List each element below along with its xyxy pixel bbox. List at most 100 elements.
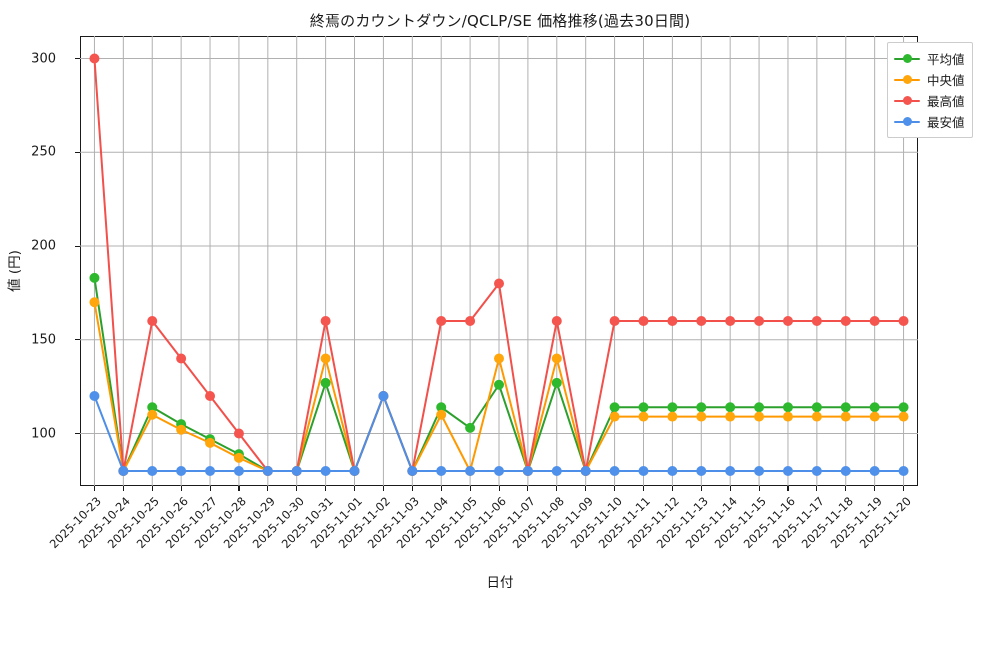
x-tick-mark (585, 486, 587, 491)
data-point (465, 316, 476, 326)
chart-figure: 終焉のカウントダウン/QCLP/SE 価格推移(過去30日間) 値 (円) 日付… (0, 12, 973, 591)
data-point (349, 466, 360, 476)
y-tick-mark (75, 151, 80, 153)
x-tick-mark (382, 486, 384, 491)
data-point (667, 402, 678, 413)
data-point (465, 422, 476, 433)
y-tick-mark (75, 339, 80, 341)
legend-item-0[interactable]: 平均値 (894, 48, 965, 69)
data-point (551, 316, 562, 326)
data-point (147, 466, 158, 476)
data-point (782, 316, 793, 326)
x-tick-mark (816, 486, 818, 491)
data-point (89, 391, 100, 401)
data-point (609, 466, 620, 476)
data-point (667, 411, 678, 422)
x-tick-mark (614, 486, 616, 491)
data-point (782, 402, 793, 413)
data-point (436, 466, 447, 476)
x-tick-mark (874, 486, 876, 491)
data-point (869, 402, 880, 413)
data-point (811, 411, 822, 422)
x-tick-mark (469, 486, 471, 491)
x-tick-mark (700, 486, 702, 491)
data-point (696, 316, 707, 326)
legend-marker-icon (894, 53, 920, 65)
data-point (233, 466, 244, 476)
y-tick-label: 300 (31, 51, 56, 66)
legend-label: 中央値 (927, 73, 965, 88)
data-point (465, 466, 476, 476)
data-point (754, 402, 765, 413)
legend-item-1[interactable]: 中央値 (894, 69, 965, 90)
y-tick-mark (75, 58, 80, 60)
data-point (378, 391, 389, 401)
x-tick-mark (440, 486, 442, 491)
y-axis-ticks (0, 36, 80, 486)
data-point (205, 466, 216, 476)
legend-label: 平均値 (927, 52, 965, 67)
data-point (291, 466, 302, 476)
data-point (725, 411, 736, 422)
data-point (580, 466, 591, 476)
y-tick-label: 250 (31, 144, 56, 160)
data-point (147, 316, 158, 326)
data-point (754, 316, 765, 326)
data-point (436, 316, 447, 326)
data-point (638, 466, 649, 476)
x-tick-mark (758, 486, 760, 491)
data-point (147, 409, 158, 420)
data-point (696, 411, 707, 422)
data-point (898, 316, 909, 326)
data-point (320, 466, 331, 476)
data-point (494, 278, 504, 289)
data-point (233, 428, 244, 439)
x-tick-mark (354, 486, 356, 491)
data-point (205, 437, 216, 448)
data-point (638, 411, 649, 422)
data-point (638, 316, 649, 326)
chart-svg (80, 36, 918, 486)
data-point (320, 316, 331, 326)
data-point (494, 466, 504, 476)
data-point (811, 466, 822, 476)
x-tick-mark (209, 486, 211, 491)
data-point (667, 316, 678, 326)
x-tick-mark (267, 486, 269, 491)
data-point (840, 411, 851, 422)
x-tick-mark (325, 486, 327, 491)
data-point (436, 409, 447, 420)
data-point (205, 391, 216, 401)
x-tick-mark (787, 486, 789, 491)
data-point (436, 402, 447, 413)
x-axis-label: 日付 (486, 575, 514, 591)
y-tick-mark (75, 245, 80, 247)
data-point (840, 466, 851, 476)
data-point (898, 411, 909, 422)
data-point (147, 402, 158, 413)
data-point (551, 353, 562, 364)
data-point (754, 466, 765, 476)
data-point (89, 53, 100, 64)
data-point (551, 466, 562, 476)
legend-item-2[interactable]: 最高値 (894, 90, 965, 111)
chart-legend: 平均値中央値最高値最安値 (887, 42, 973, 138)
x-tick-mark (729, 486, 731, 491)
y-tick-mark (75, 433, 80, 435)
data-point (869, 466, 880, 476)
data-point (811, 316, 822, 326)
x-tick-mark (296, 486, 298, 491)
data-point (869, 411, 880, 422)
data-point (696, 402, 707, 413)
data-point (176, 424, 187, 435)
data-point (89, 272, 100, 283)
x-tick-mark (411, 486, 413, 491)
chart-title: 終焉のカウントダウン/QCLP/SE 価格推移(過去30日間) (309, 12, 691, 30)
x-tick-mark (180, 486, 182, 491)
legend-marker-icon (894, 95, 920, 107)
data-point (494, 379, 504, 390)
legend-item-3[interactable]: 最安値 (894, 111, 965, 132)
data-point (782, 411, 793, 422)
legend-label: 最安値 (927, 115, 965, 130)
data-point (89, 297, 100, 308)
